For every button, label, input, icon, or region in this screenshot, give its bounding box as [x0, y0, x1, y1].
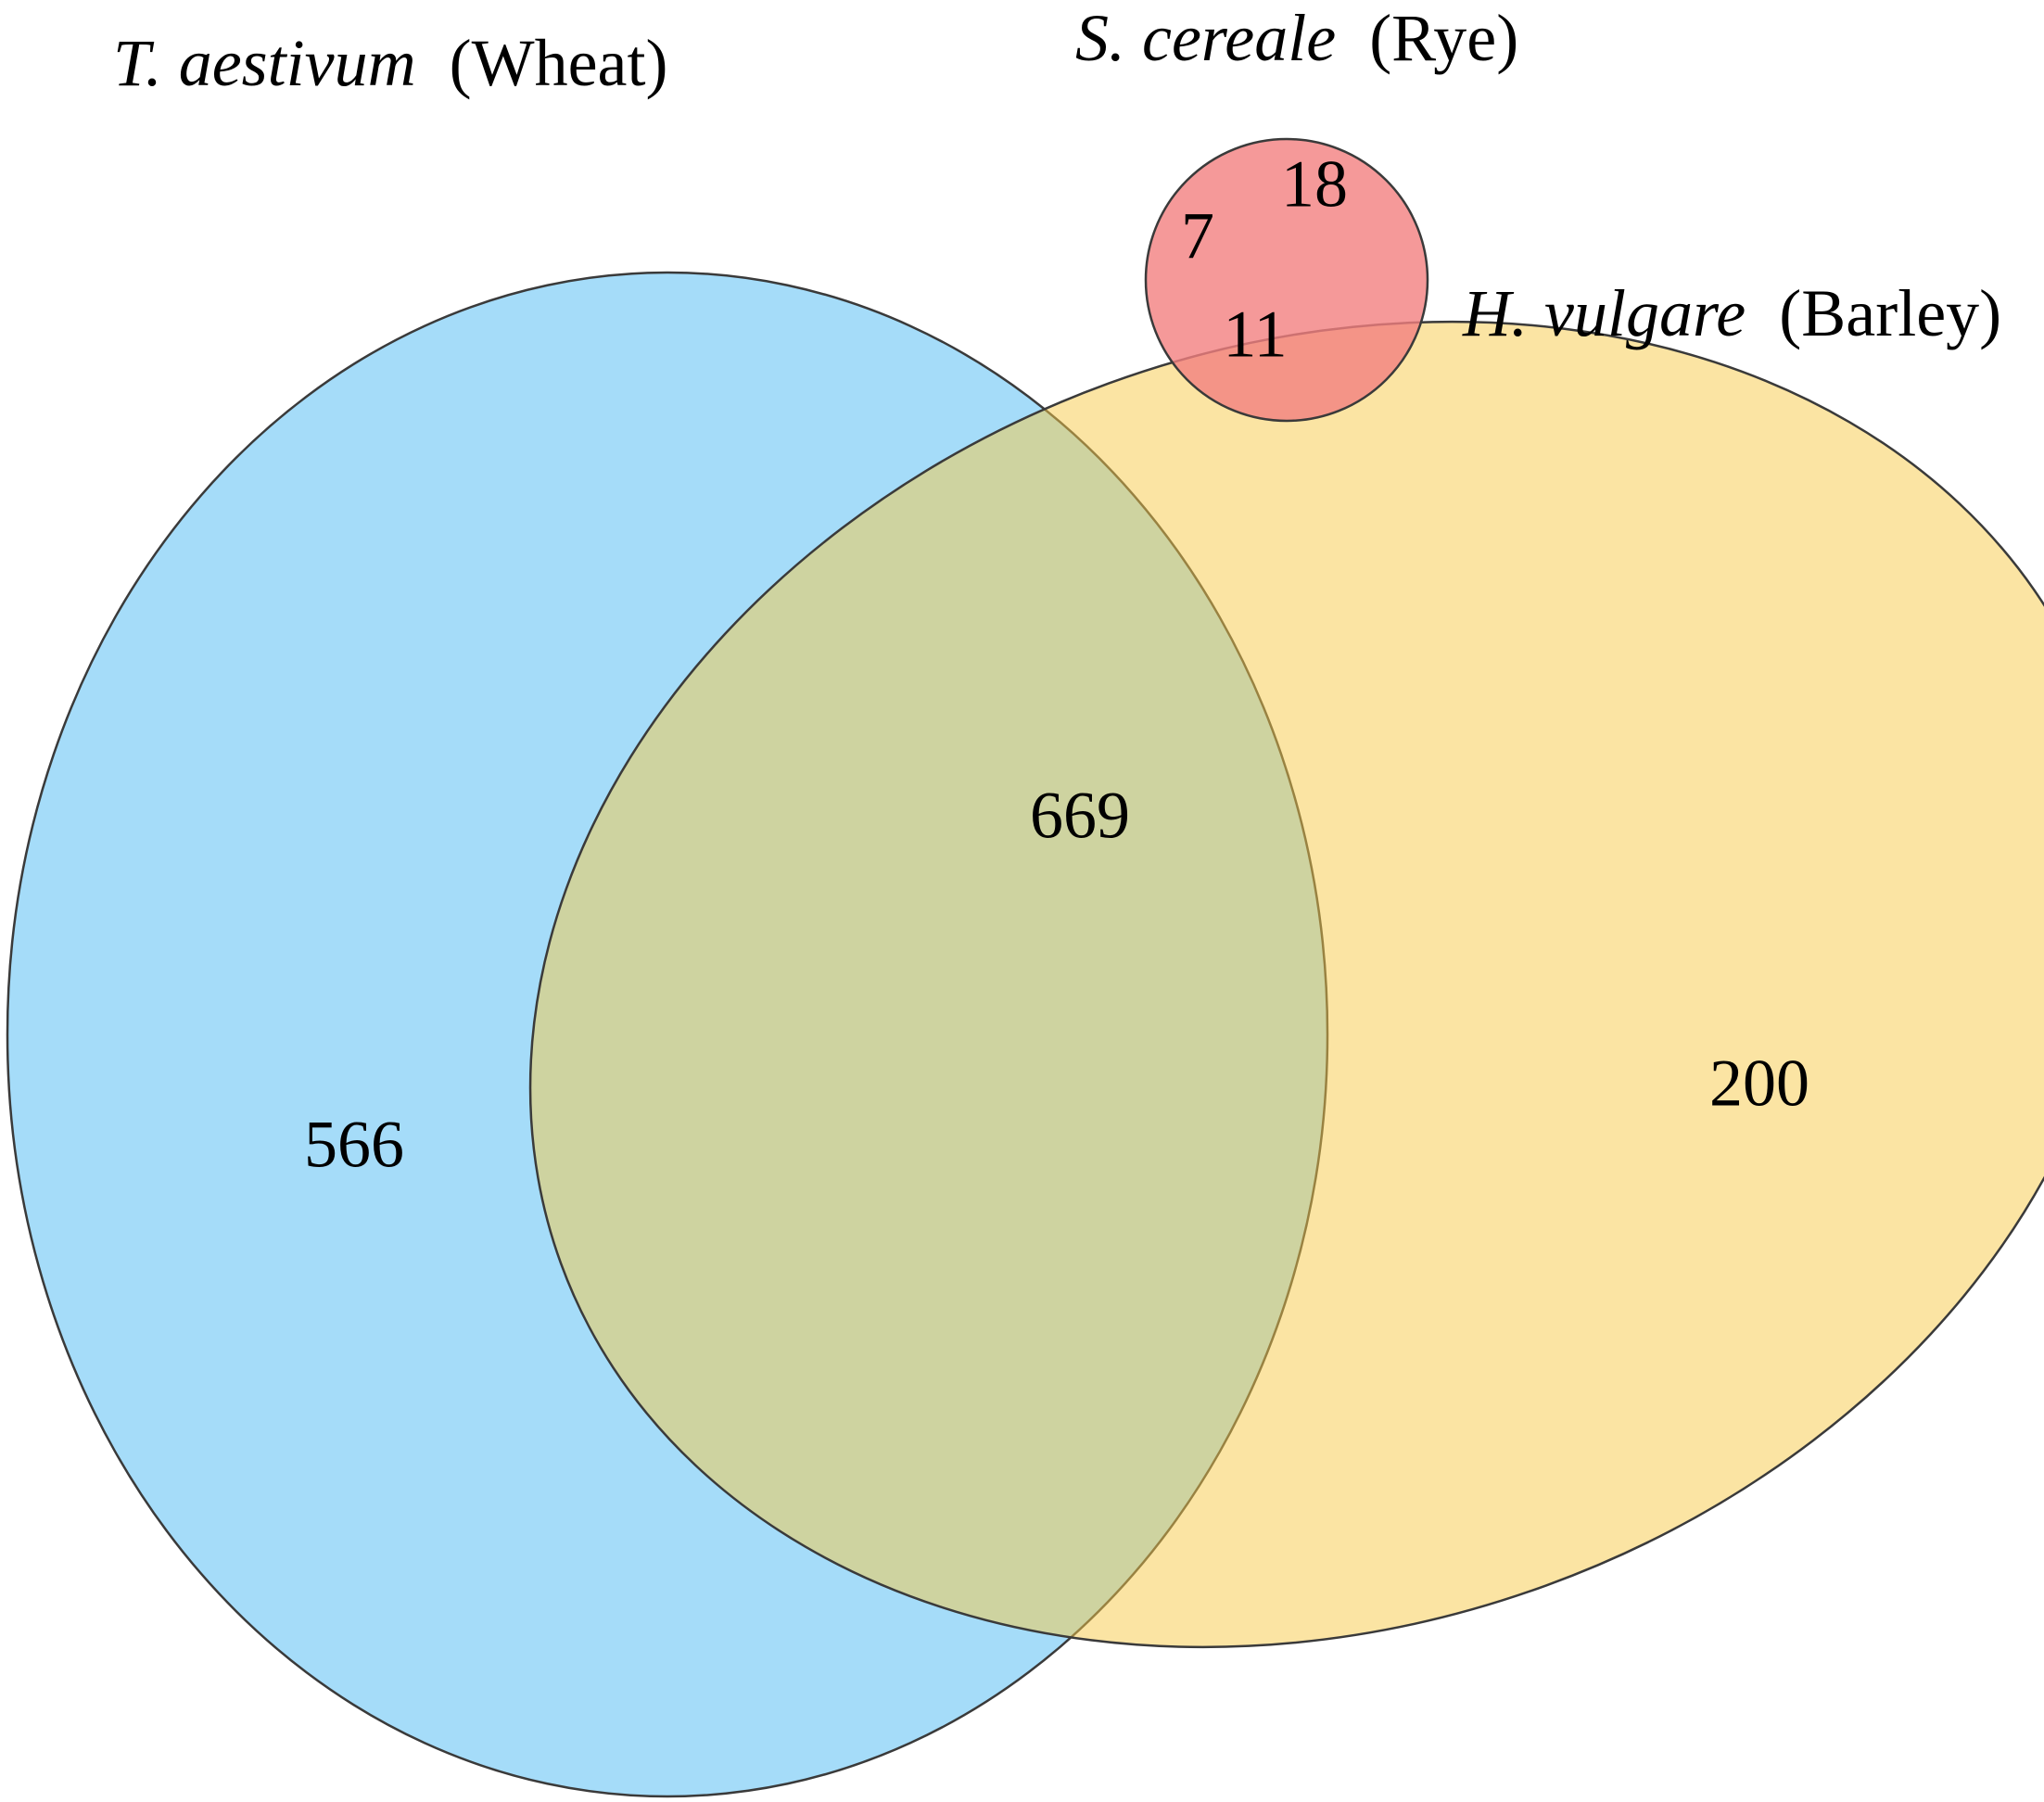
region-count-barley-only: 200 [1709, 1047, 1809, 1121]
region-count-wheat-rye: 7 [1181, 199, 1214, 273]
set-label-barley: H. vulgare (Barley) [1462, 276, 2001, 350]
set-label-wheat-italic: T. aestivum [113, 26, 416, 100]
region-count-rye-wheat-barley: 11 [1223, 298, 1287, 372]
region-count-wheat-barley: 669 [1030, 779, 1130, 853]
set-label-barley-common: (Barley) [1779, 276, 2001, 350]
set-barley-ellipse [528, 320, 2044, 1649]
set-rye-circle [1144, 137, 1429, 423]
set-label-wheat-common: (Wheat) [450, 26, 668, 100]
region-count-rye-only: 18 [1281, 147, 1348, 222]
set-label-rye-common: (Rye) [1369, 1, 1518, 75]
set-label-barley-italic: H. vulgare [1462, 276, 1746, 350]
set-label-rye-italic: S. cereale [1075, 1, 1336, 75]
set-label-wheat: T. aestivum (Wheat) [113, 26, 667, 100]
set-label-rye: S. cereale (Rye) [1075, 1, 1518, 75]
region-count-wheat-only: 566 [304, 1108, 404, 1182]
